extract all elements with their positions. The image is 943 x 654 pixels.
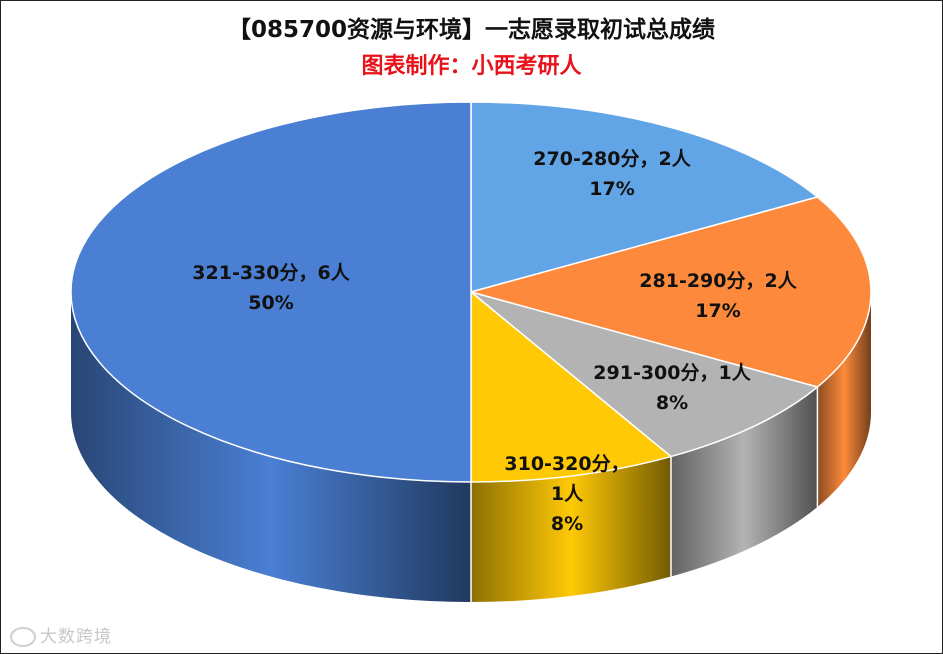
pie-slice-1 [470,196,872,388]
chart-subtitle: 图表制作：小西考研人 [361,54,582,79]
slice-label-4: 321-330分，6人 50% [192,262,350,314]
pie-top [70,101,872,483]
slice-label-2: 291-300分，1人 8% [593,362,751,414]
pie-slice-3 [470,291,672,483]
chart-title: 【085700资源与环境】一志愿录取初试总成绩 [227,17,716,43]
pie-side-4 [71,292,471,602]
pie-side-2 [671,387,818,577]
pie-side-3 [471,456,671,602]
slice-label-1: 281-290分，2人 17% [639,270,797,322]
pie-labels: 270-280分，2人 17% 281-290分，2人 17% 291-300分，1人 8… [192,148,797,535]
pie-sides [71,292,871,602]
pie-slice-4 [70,101,472,483]
pie-slice-2 [470,291,819,458]
watermark: 大数跨境 [10,622,112,647]
pie-slice-0 [470,101,819,293]
slice-label-3: 310-320分， 1人 8% [504,453,629,535]
watermark-logo-icon [10,627,36,647]
pie-side-1 [817,292,871,507]
slice-label-0: 270-280分，2人 17% [533,148,691,200]
watermark-text: 大数跨境 [40,627,112,647]
